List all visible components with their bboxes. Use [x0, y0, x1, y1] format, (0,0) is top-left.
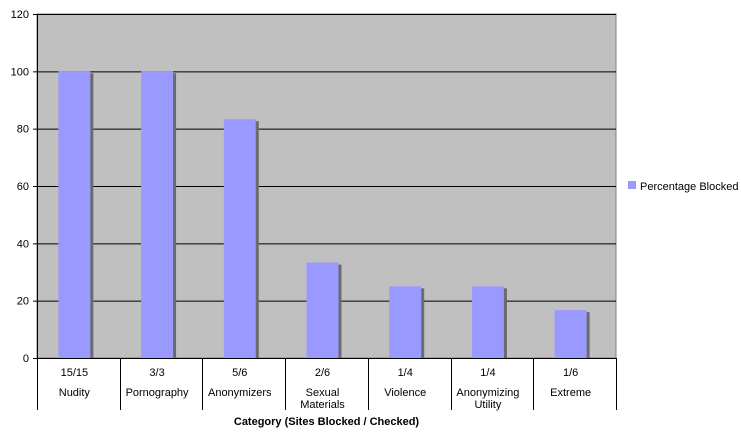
bar — [141, 71, 174, 358]
category-name-label: Anonymizers — [208, 387, 272, 399]
gridlines — [37, 14, 616, 302]
bar — [306, 262, 339, 358]
bar — [58, 71, 91, 358]
category-name-label: Violence — [384, 387, 426, 399]
y-tick-label: 20 — [17, 296, 29, 308]
bars — [37, 71, 616, 359]
y-tick-label: 120 — [11, 9, 29, 21]
bar — [389, 286, 422, 358]
category-count-label: 1/4 — [480, 367, 495, 379]
category-count-label: 5/6 — [232, 367, 247, 379]
legend-label: Percentage Blocked — [640, 181, 738, 193]
category-name-label: Materials — [300, 399, 345, 411]
bar — [471, 286, 504, 358]
category-count-label: 1/4 — [398, 367, 413, 379]
category-count-label: 1/6 — [563, 367, 578, 379]
category-name-label: Pornography — [126, 387, 189, 399]
category-name-label: Sexual — [306, 387, 340, 399]
x-axis-title: Category (Sites Blocked / Checked) — [234, 416, 420, 428]
category-name-label: Nudity — [59, 387, 91, 399]
category-table: 15/15 Nudity 3/3 Pornography 5/6 Anonymizers 2… — [37, 358, 617, 411]
y-tick-label: 80 — [17, 124, 29, 136]
bar — [223, 119, 256, 358]
y-tick-label: 100 — [11, 66, 29, 78]
category-count-label: 15/15 — [61, 367, 89, 379]
category-count-label: 2/6 — [315, 367, 330, 379]
y-tick-label: 60 — [17, 181, 29, 193]
y-axis-ticks: 0 20 40 60 80 100 120 — [11, 9, 38, 365]
legend-swatch — [628, 181, 636, 189]
category-name-label: Utility — [474, 399, 501, 411]
category-count-label: 3/3 — [149, 367, 164, 379]
y-tick-label: 0 — [23, 353, 29, 365]
legend: Percentage Blocked — [628, 181, 738, 193]
category-name-label: Extreme — [550, 387, 591, 399]
bar — [554, 310, 587, 358]
y-tick-label: 40 — [17, 238, 29, 250]
category-name-label: Anonymizing — [456, 387, 519, 399]
